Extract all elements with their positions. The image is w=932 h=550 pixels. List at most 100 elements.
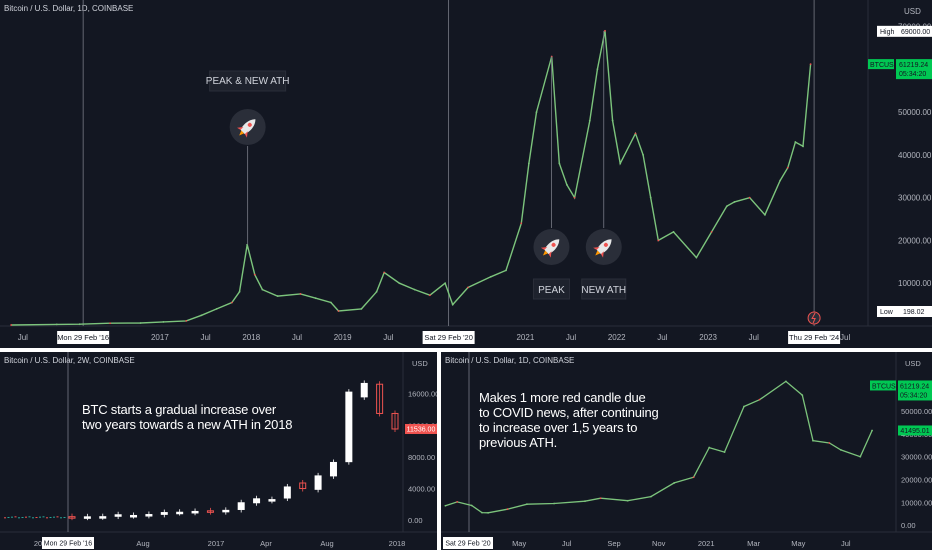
cursor-date-label: Sat 29 Feb '20 <box>424 333 473 342</box>
x-tick-label: 2018 <box>242 333 260 342</box>
covid-chart-panel[interactable]: Bitcoin / U.S. Dollar, 1D, COINBASE 6000… <box>441 352 932 550</box>
x-tick-label: 20 <box>34 539 42 548</box>
background-candle <box>11 516 13 518</box>
marker-price-label: 41495.01 <box>900 428 929 435</box>
background-candle <box>25 516 27 518</box>
countdown-label: 05:34:20 <box>899 71 926 78</box>
price-point <box>413 288 416 291</box>
price-point <box>360 307 363 310</box>
price-point <box>588 119 591 122</box>
symbol-box <box>868 59 894 70</box>
background-candle <box>53 516 55 518</box>
price-point <box>470 504 473 507</box>
price-point <box>764 213 766 216</box>
x-tick-label: 2021 <box>516 333 534 342</box>
candle-body <box>345 391 353 463</box>
price-point <box>794 141 797 143</box>
background-candle <box>4 517 6 519</box>
price-point <box>299 293 302 295</box>
y-tick-label: 8000.00 <box>408 453 435 462</box>
y-tick-label: 20000.00 <box>901 476 932 485</box>
price-point <box>634 132 637 135</box>
x-tick-label: 2017 <box>208 539 225 548</box>
candle-body <box>391 412 399 430</box>
main-chart-panel[interactable]: Bitcoin / U.S. Dollar, 1D, COINBASE 7000… <box>0 0 932 348</box>
price-point <box>809 63 812 66</box>
price-point <box>162 321 165 323</box>
low-label: Low <box>880 309 894 316</box>
background-candle <box>56 516 59 518</box>
chart-title: Bitcoin / U.S. Dollar, 1D, COINBASE <box>445 356 575 365</box>
price-point <box>859 455 862 458</box>
background-candle <box>18 517 20 519</box>
x-tick-label: 2019 <box>334 333 352 342</box>
candle-body <box>360 382 368 398</box>
x-tick-label: Jul <box>18 333 28 342</box>
annotation-label: NEW ATH <box>581 285 626 296</box>
price-point <box>10 324 13 326</box>
price-point <box>489 275 492 278</box>
price-point <box>428 294 431 297</box>
background-candle <box>46 517 48 519</box>
candle-body <box>130 514 138 518</box>
price-point <box>692 476 695 479</box>
price-point <box>743 405 745 408</box>
symbol-label: BTCUSD <box>872 383 901 390</box>
last-price-label-box <box>405 423 437 434</box>
x-tick-label: 2021 <box>698 539 715 548</box>
price-point <box>253 273 256 276</box>
cursor-date-label: Sat 29 Feb '20 <box>445 541 490 548</box>
last-price-box <box>896 59 932 80</box>
cursor-date-label-box <box>443 537 493 549</box>
price-point <box>139 322 142 324</box>
weekly-chart-panel[interactable]: Bitcoin / U.S. Dollar, 2W, COINBASE 1600… <box>0 352 437 550</box>
currency-label: USD <box>412 359 428 368</box>
candle-body <box>176 511 184 515</box>
price-point <box>708 446 711 449</box>
price-point <box>758 398 761 401</box>
price-point <box>733 201 736 203</box>
candle-body <box>68 516 76 519</box>
candle-body <box>160 512 168 515</box>
background-candle <box>39 516 41 518</box>
candle-body <box>376 383 384 414</box>
price-point <box>573 196 576 199</box>
background-candle <box>32 517 34 519</box>
price-series-line <box>11 30 812 326</box>
x-tick-label: Jul <box>840 333 850 342</box>
price-point <box>444 504 447 507</box>
candle-body <box>314 475 322 490</box>
candle-body <box>268 499 276 502</box>
candle-body <box>206 510 214 513</box>
price-point <box>505 269 507 272</box>
price-point <box>642 153 644 156</box>
x-tick-label: Jul <box>841 539 851 548</box>
price-point <box>599 497 602 500</box>
x-tick-label: Jul <box>566 333 576 342</box>
price-point <box>383 271 386 274</box>
background-candle <box>21 516 24 518</box>
y-tick-label: 50000.00 <box>898 108 932 117</box>
y-tick-label: 10000.00 <box>901 498 932 507</box>
currency-label: USD <box>905 359 921 368</box>
low-label-box <box>877 306 932 317</box>
cursor-date-label: Mon 29 Feb '16 <box>44 541 93 548</box>
rocket-icon <box>585 229 622 265</box>
y-tick-label: 20000.00 <box>898 236 932 245</box>
price-point <box>584 500 586 503</box>
annotation-label-box <box>581 278 627 300</box>
low-value: 198.02 <box>903 309 925 316</box>
weekly-chart-svg[interactable]: 16000.0012000.008000.004000.000.00USD115… <box>0 352 437 550</box>
price-point <box>109 322 112 325</box>
x-tick-label: 2022 <box>608 333 626 342</box>
symbol-label: BTCUSD <box>870 62 899 69</box>
price-point <box>527 162 530 165</box>
annotation-label-box <box>209 70 287 92</box>
x-tick-label: 2018 <box>389 539 406 548</box>
candle-body <box>145 514 153 517</box>
price-point <box>261 288 264 291</box>
price-point <box>398 282 401 285</box>
x-tick-label: Mar <box>747 539 760 548</box>
covid-chart-svg[interactable]: 60000.0050000.0040000.0030000.0020000.00… <box>441 352 932 550</box>
main-chart-svg[interactable]: 70000.0060000.0050000.0040000.0030000.00… <box>0 0 932 348</box>
